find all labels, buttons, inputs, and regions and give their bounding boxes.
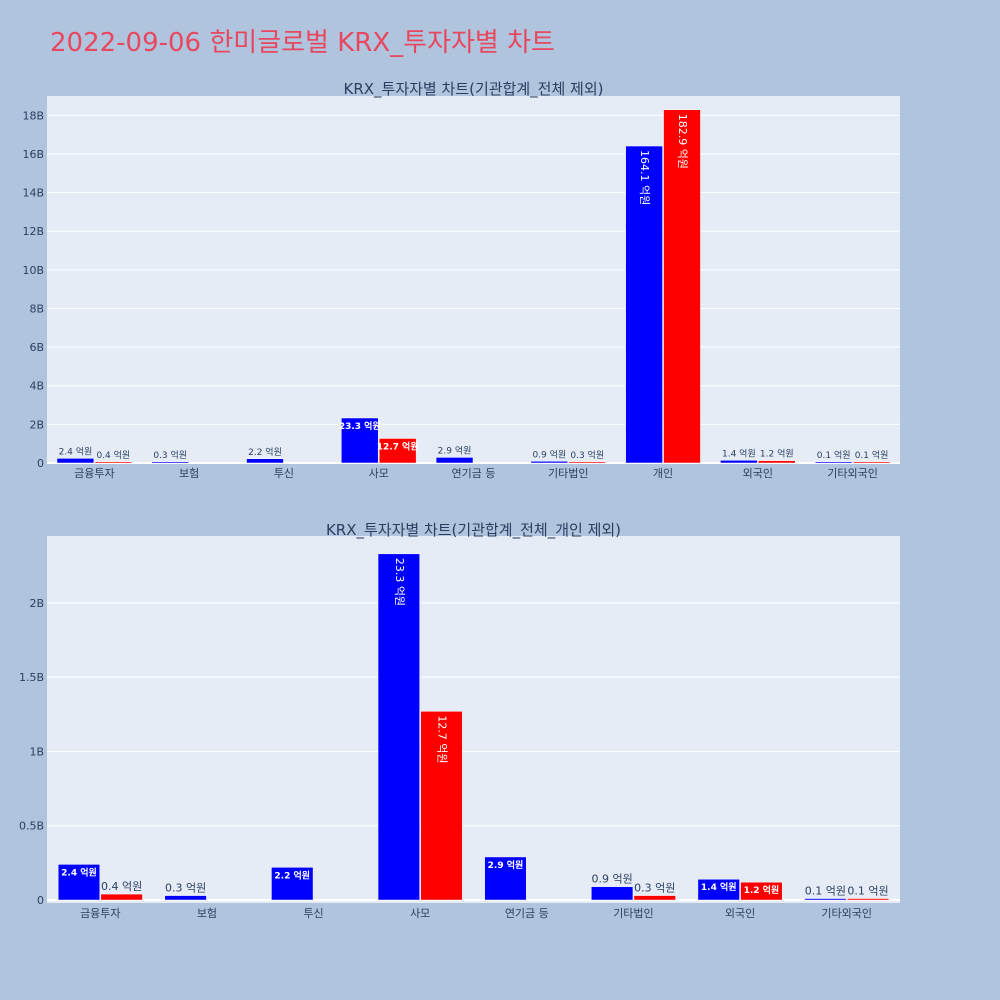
x-tick-label: 연기금 등 <box>452 467 496 480</box>
bar-sell <box>420 711 463 901</box>
bar-buy <box>246 458 284 464</box>
x-tick-label: 개인 <box>653 467 673 480</box>
bar-value-label: 0.1 억원 <box>817 449 851 461</box>
y-tick-label: 1B <box>29 745 44 758</box>
bar-value-label: 182.9 억원 <box>676 114 689 169</box>
x-tick-label: 연기금 등 <box>505 907 549 920</box>
bar-buy <box>57 864 101 901</box>
bar-value-label: 0.4 억원 <box>96 449 130 461</box>
bar-value-label: 1.2 억원 <box>760 448 794 460</box>
bar-value-label: 0.1 억원 <box>847 885 888 898</box>
bar-sell <box>633 895 676 901</box>
bar-buy <box>484 856 527 901</box>
bar-value-label: 0.3 억원 <box>634 882 675 895</box>
y-tick-label: 14B <box>22 187 44 200</box>
y-tick-label: 0 <box>37 894 44 907</box>
bar-value-label: 1.2 억원 <box>744 884 780 896</box>
bar-sell <box>740 881 783 901</box>
subplot-title: KRX_투자자별 차트(기관합계_전체_개인 제외) <box>326 521 621 540</box>
bar-value-label: 23.3 억원 <box>339 420 381 432</box>
bar-value-label: 12.7 억원 <box>377 440 419 452</box>
y-tick-label: 6B <box>29 341 44 354</box>
x-tick-label: 사모 <box>369 467 389 480</box>
bar-buy <box>341 417 379 464</box>
subplot-title: KRX_투자자별 차트(기관합계_전체 제외) <box>344 80 604 99</box>
bar-sell <box>100 893 143 901</box>
bar-value-label: 0.4 억원 <box>101 880 142 893</box>
bar-sell <box>568 461 606 464</box>
bar-value-label: 0.3 억원 <box>153 449 187 461</box>
bar-value-label: 0.9 억원 <box>532 448 566 460</box>
bar-buy <box>697 878 740 901</box>
y-tick-label: 0 <box>37 457 44 470</box>
bar-value-label: 2.4 억원 <box>61 866 97 878</box>
y-tick-label: 10B <box>22 264 44 277</box>
bar-value-label: 0.1 억원 <box>805 885 846 898</box>
plot-area <box>47 536 900 903</box>
x-tick-label: 외국인 <box>743 467 773 480</box>
x-tick-label: 기타법인 <box>613 907 653 920</box>
bar-value-label: 0.9 억원 <box>591 873 632 886</box>
y-tick-label: 4B <box>29 380 44 393</box>
bar-value-label: 1.4 억원 <box>722 447 756 459</box>
x-tick-label: 기타외국인 <box>821 907 872 920</box>
bar-buy <box>814 461 853 464</box>
bar-value-label: 2.9 억원 <box>488 859 524 871</box>
bar-sell <box>852 461 891 464</box>
x-tick-label: 기타외국인 <box>827 467 878 480</box>
bar-value-label: 0.3 억원 <box>570 449 604 461</box>
x-tick-label: 외국인 <box>725 907 755 920</box>
bar-value-label: 164.1 억원 <box>638 150 651 205</box>
bar-sell <box>94 461 133 464</box>
x-tick-label: 보험 <box>197 907 217 920</box>
x-tick-label: 보험 <box>179 467 199 480</box>
y-tick-label: 2B <box>29 418 44 431</box>
x-tick-label: 금융투자 <box>80 907 120 920</box>
bar-sell <box>846 898 890 901</box>
bar-buy <box>151 461 189 464</box>
bar-value-label: 1.4 억원 <box>701 881 737 893</box>
y-tick-label: 12B <box>22 225 44 238</box>
bar-value-label: 2.2 억원 <box>248 446 282 458</box>
bar-buy <box>56 458 95 464</box>
x-tick-label: 투신 <box>274 467 294 480</box>
page-title: 2022-09-06 한미글로벌 KRX_투자자별 차트 <box>50 28 555 58</box>
y-tick-label: 1.5B <box>19 671 44 684</box>
bar-value-label: 0.3 억원 <box>165 882 206 895</box>
bar-sell <box>663 109 701 464</box>
x-tick-label: 투신 <box>303 907 323 920</box>
y-tick-label: 16B <box>22 148 44 161</box>
x-tick-label: 금융투자 <box>74 467 114 480</box>
bar-buy <box>164 895 207 901</box>
bar-buy <box>804 898 847 901</box>
bar-sell <box>758 460 796 464</box>
y-tick-label: 18B <box>22 109 44 122</box>
bar-value-label: 12.7 억원 <box>436 715 449 763</box>
bar-buy <box>435 457 474 464</box>
bar-buy <box>377 553 420 901</box>
bar-buy <box>591 886 634 901</box>
y-tick-label: 8B <box>29 302 44 315</box>
y-tick-label: 0.5B <box>19 820 44 833</box>
bar-value-label: 2.4 억원 <box>59 445 93 457</box>
bar-value-label: 23.3 억원 <box>393 558 406 606</box>
bar-value-label: 0.1 억원 <box>855 449 889 461</box>
bar-buy <box>530 461 569 464</box>
x-tick-label: 기타법인 <box>548 467 588 480</box>
x-tick-label: 사모 <box>410 907 430 920</box>
bar-value-label: 2.2 억원 <box>274 869 310 881</box>
bar-buy <box>720 460 758 464</box>
bar-sell <box>378 438 417 464</box>
bar-buy <box>625 145 663 464</box>
bar-value-label: 2.9 억원 <box>438 444 472 456</box>
plot-area <box>47 96 900 463</box>
y-tick-label: 2B <box>29 597 44 610</box>
bar-buy <box>271 867 314 901</box>
